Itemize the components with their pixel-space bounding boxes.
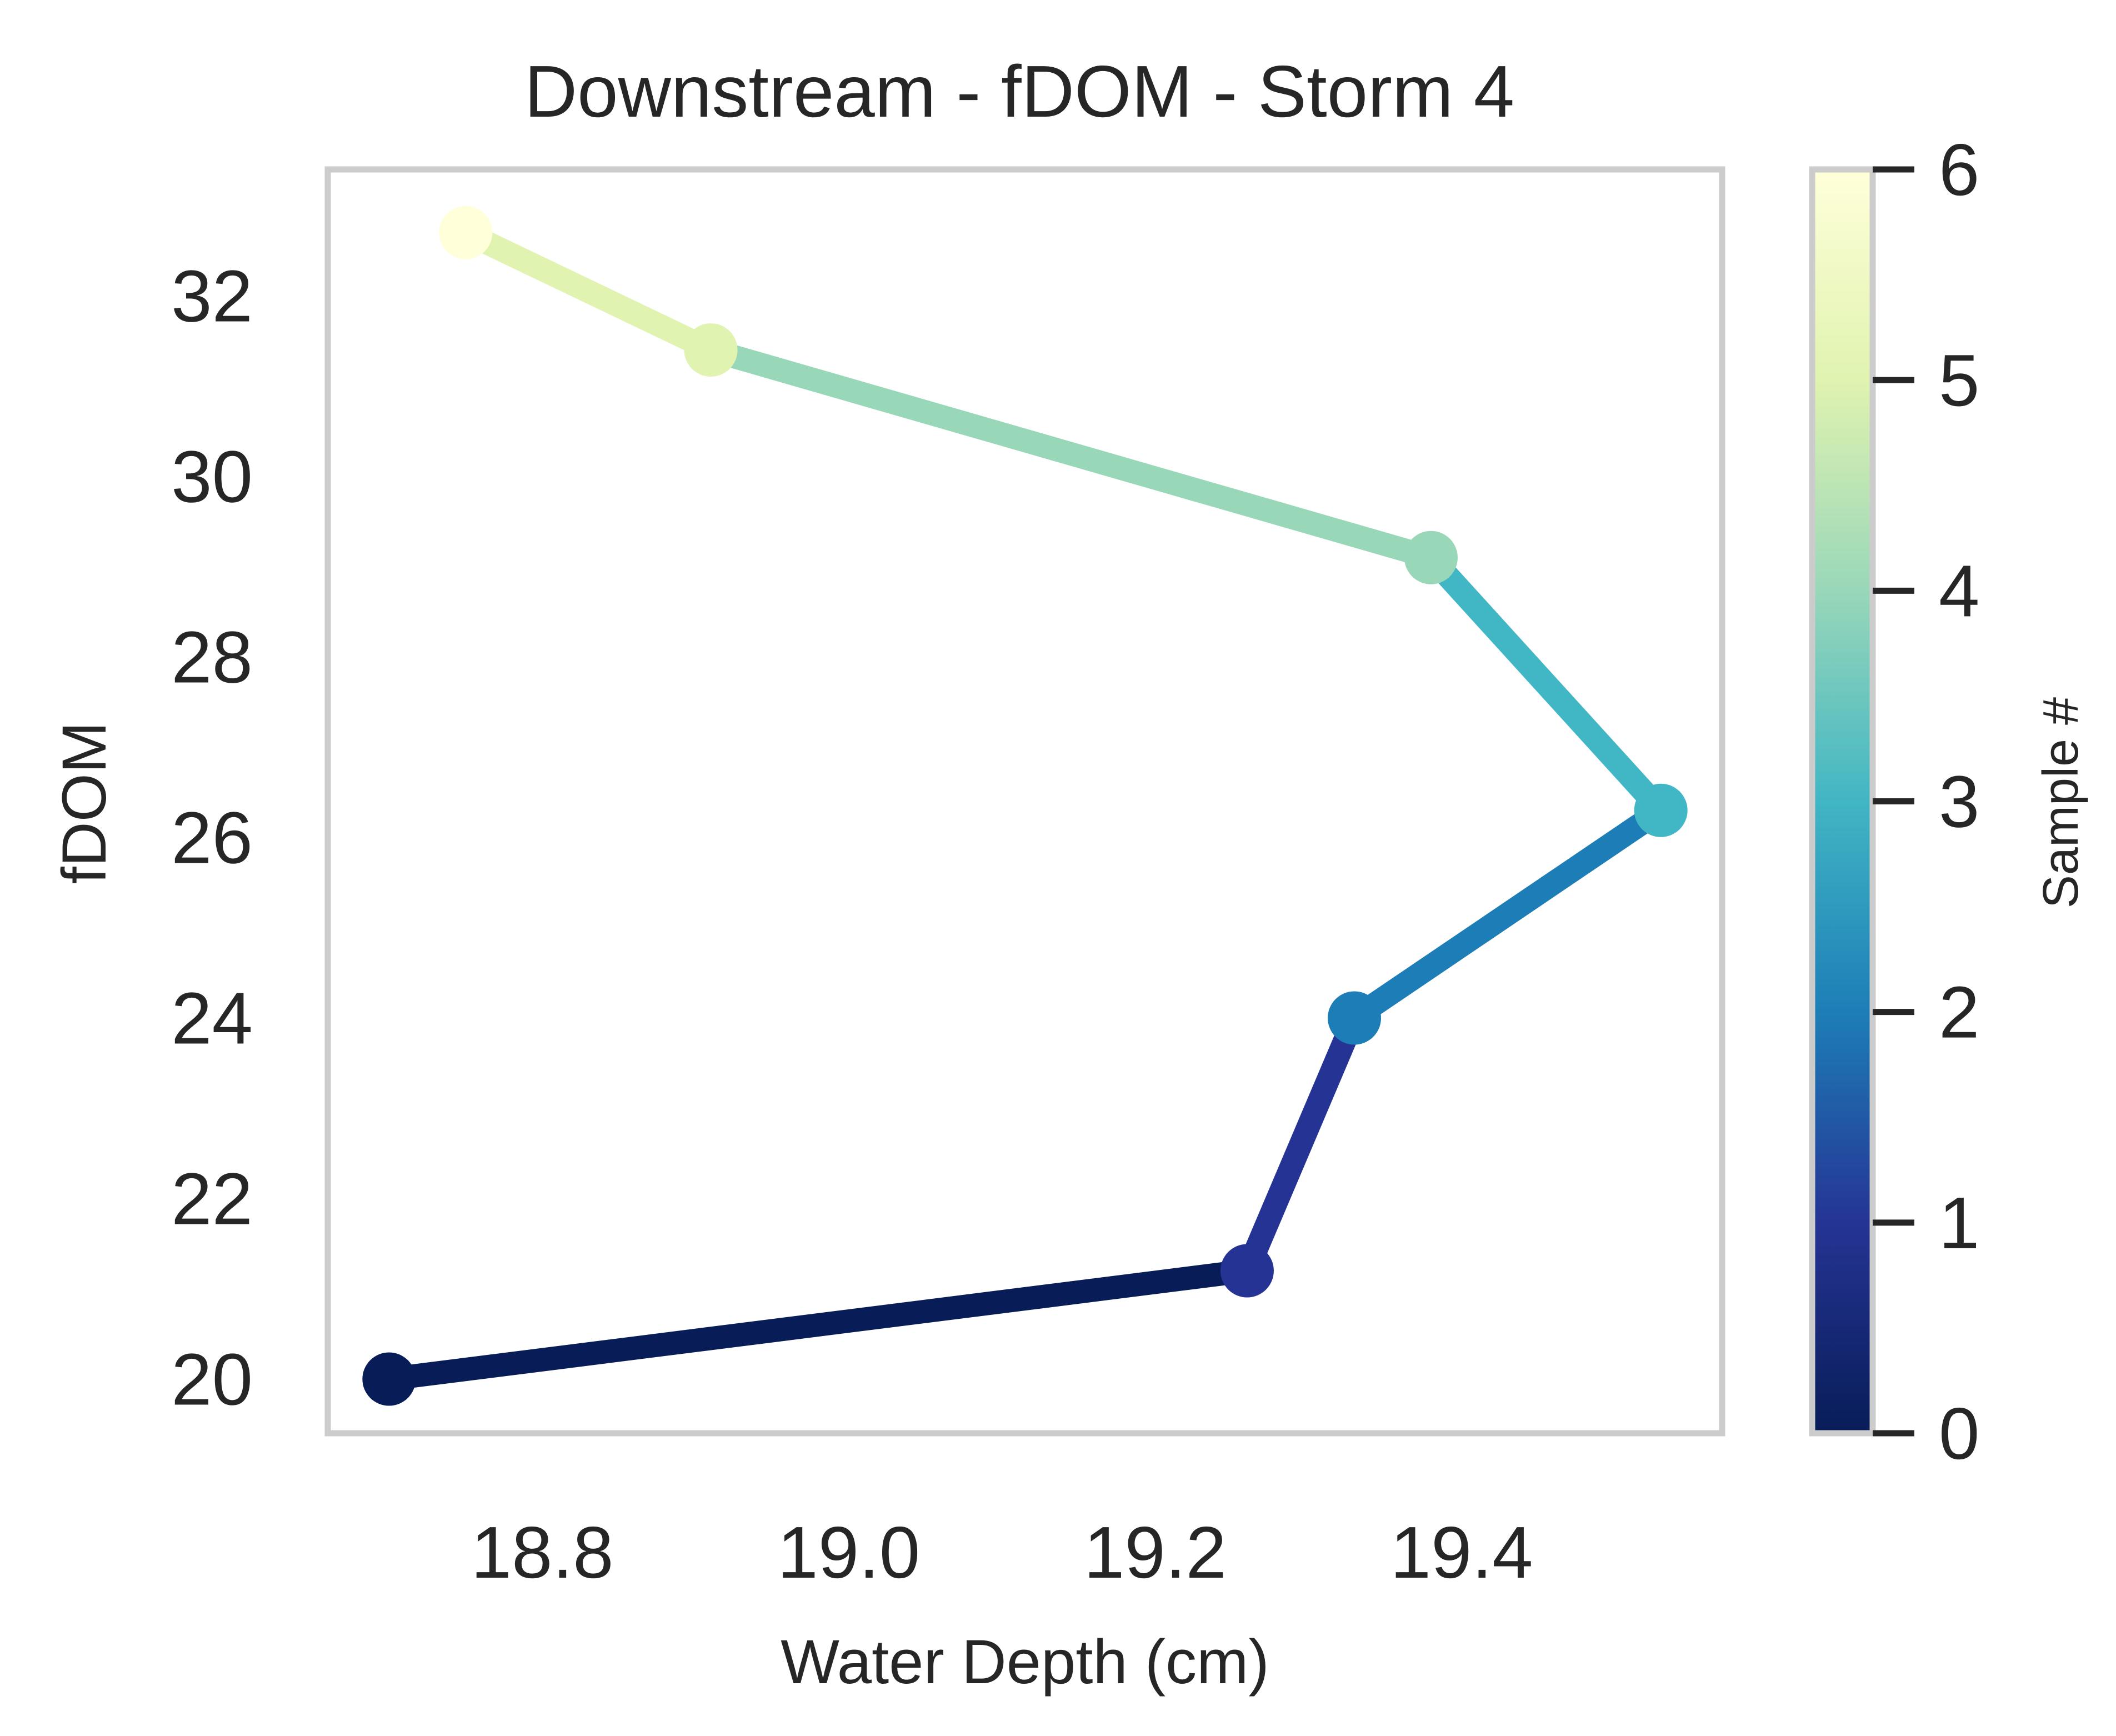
data-point	[684, 323, 738, 377]
x-tick-label: 19.2	[1084, 1512, 1227, 1593]
colorbar-tick-label: 5	[1939, 339, 1979, 421]
y-tick-label: 24	[171, 978, 253, 1059]
y-tick-label: 30	[171, 436, 253, 518]
colorbar	[1809, 166, 1876, 1437]
data-point	[1634, 783, 1688, 837]
x-tick-labels: 18.8 19.0 19.2 19.4	[471, 1512, 1533, 1593]
data-point	[1404, 531, 1458, 584]
y-axis-label: fDOM	[49, 722, 119, 884]
x-tick-label: 19.0	[777, 1512, 920, 1593]
y-tick-label: 20	[171, 1339, 253, 1420]
y-tick-label: 28	[171, 617, 253, 698]
line-segment	[1236, 1013, 1365, 1275]
y-tick-labels: 20 22 24 26 28 30 32	[171, 256, 253, 1420]
colorbar-tick-label: 1	[1939, 1182, 1979, 1264]
data-point	[1328, 991, 1382, 1045]
line-segment	[461, 222, 716, 361]
data-point	[439, 206, 493, 259]
y-tick-label: 26	[171, 797, 253, 879]
colorbar-tick-label: 0	[1939, 1393, 1979, 1474]
data-line	[387, 222, 1670, 1391]
line-segment	[1348, 801, 1668, 1028]
colorbar-tick-label: 4	[1939, 550, 1979, 632]
data-point	[1220, 1244, 1274, 1298]
colorbar-tick-label: 6	[1939, 129, 1979, 211]
data-point	[362, 1352, 416, 1406]
line-segment	[707, 338, 1434, 569]
chart-title: Downstream - fDOM - Storm 4	[524, 51, 1514, 132]
x-tick-label: 18.8	[471, 1512, 614, 1593]
data-points	[362, 206, 1688, 1406]
line-segment	[387, 1259, 1249, 1391]
x-axis-label: Water Depth (cm)	[781, 1627, 1269, 1697]
y-tick-label: 22	[171, 1158, 253, 1240]
x-tick-label: 19.4	[1390, 1512, 1533, 1593]
colorbar-tick-label: 3	[1939, 761, 1979, 843]
colorbar-tick-label: 2	[1939, 972, 1979, 1053]
plot-frame	[324, 166, 1725, 1437]
y-tick-label: 32	[171, 256, 253, 337]
line-segment	[1422, 549, 1670, 818]
colorbar-label: Sample #	[2033, 697, 2089, 908]
colorbar-ticks: 0 1 2 3 4 5 6	[1873, 129, 1979, 1474]
